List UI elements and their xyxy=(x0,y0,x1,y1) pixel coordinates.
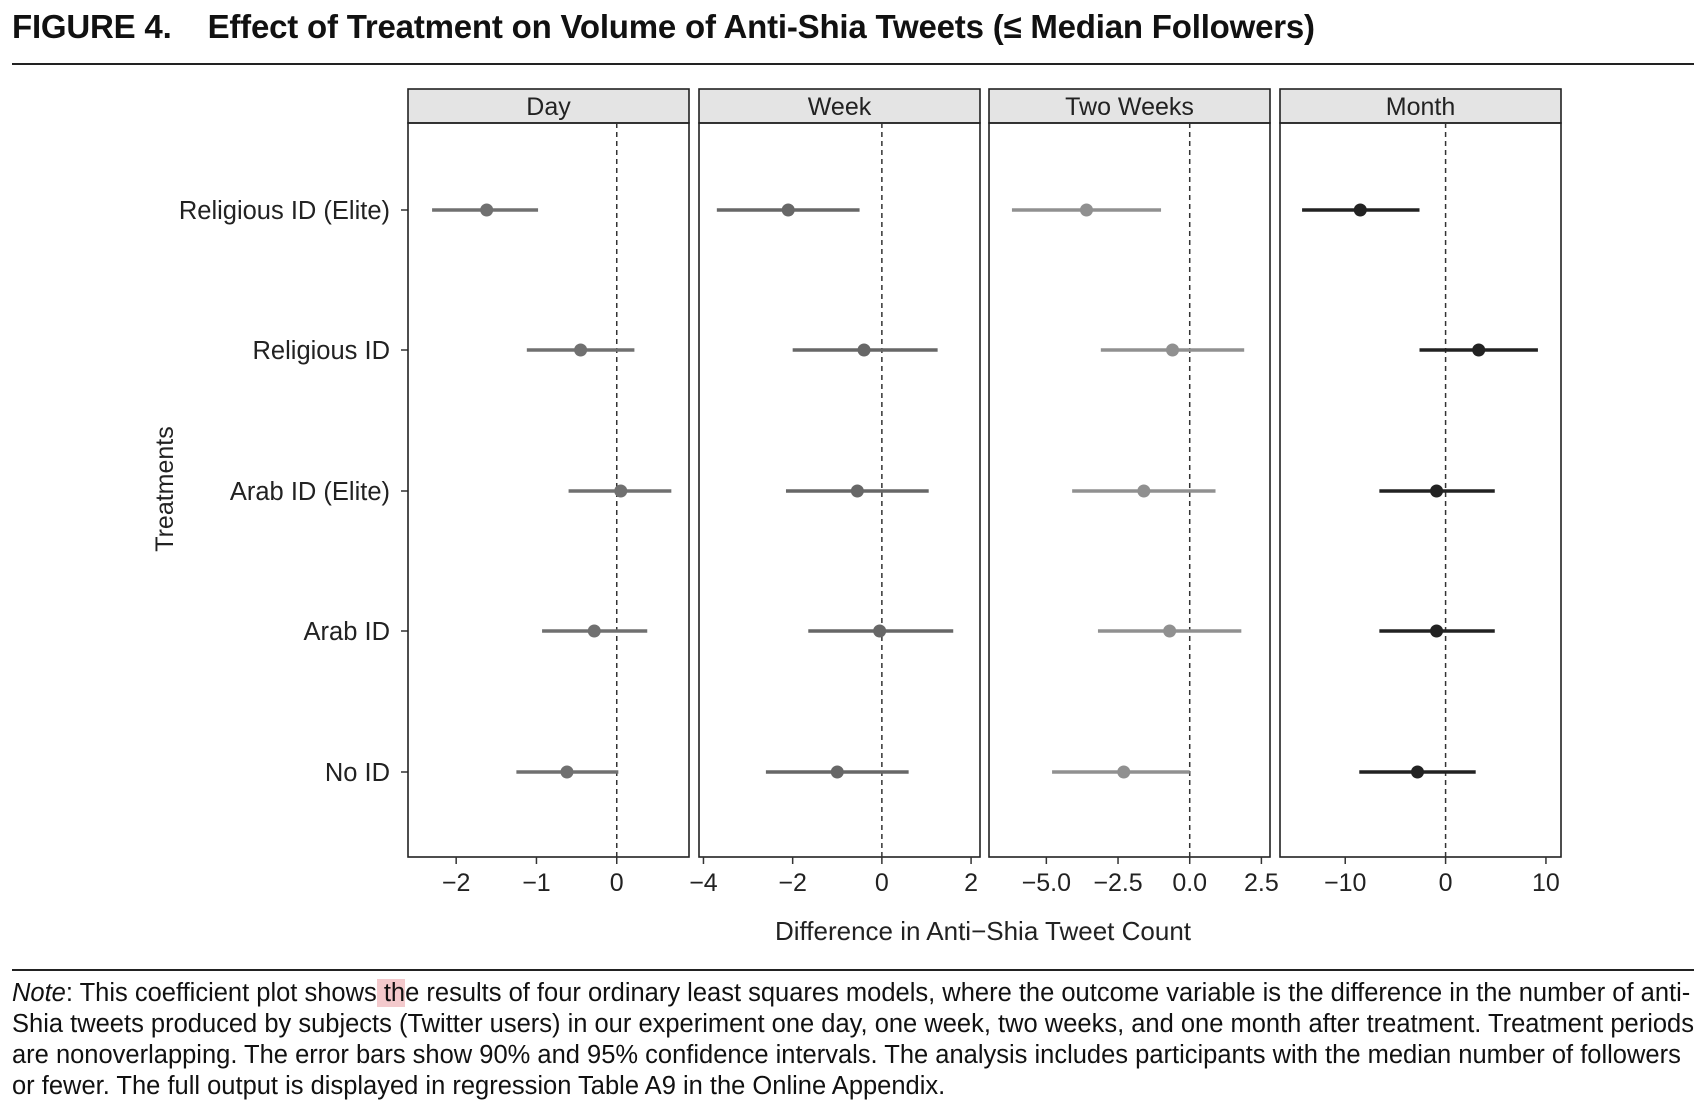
y-axis-label: Treatments xyxy=(151,426,179,552)
note-highlight: th xyxy=(376,979,406,1007)
point-estimate xyxy=(1137,484,1151,498)
x-tick-label: 0.0 xyxy=(1172,869,1207,897)
category-label: Arab ID xyxy=(304,618,390,646)
x-tick-label: −2.5 xyxy=(1093,869,1142,897)
x-tick-label: 0 xyxy=(1439,869,1453,897)
point-estimate xyxy=(480,203,494,217)
point-estimate xyxy=(1166,343,1180,357)
facet-panel: Day −2 −1 0 xyxy=(407,88,690,897)
x-tick-label: −1 xyxy=(522,869,551,897)
point-estimate xyxy=(781,203,795,217)
point-estimate xyxy=(1430,624,1444,638)
x-axis-label: Difference in Anti−Shia Tweet Count xyxy=(775,916,1192,946)
panel-border xyxy=(1279,122,1562,858)
point-estimate xyxy=(1430,484,1444,498)
panel-title: Week xyxy=(808,93,872,121)
category-label: Religious ID (Elite) xyxy=(179,197,390,225)
facet-panel: Two Weeks −5.0 −2.5 0.0 2.5 xyxy=(988,88,1279,897)
x-tick-label: −5.0 xyxy=(1022,869,1071,897)
x-tick-label: 0 xyxy=(610,869,624,897)
title-rule xyxy=(12,63,1694,65)
point-estimate xyxy=(830,765,844,779)
coefficient-plot: Treatments Religious ID (Elite)Religious… xyxy=(151,88,1562,946)
note-text-start: : This coefficient plot shows xyxy=(65,979,377,1007)
point-estimate xyxy=(1117,765,1131,779)
panel-title: Month xyxy=(1386,93,1455,121)
category-label: Arab ID (Elite) xyxy=(230,478,390,506)
category-labels: Religious ID (Elite) Religious ID Arab ID … xyxy=(179,197,408,787)
panel-strip xyxy=(698,88,981,124)
note-text-end: e results of four ordinary least squares… xyxy=(12,979,1694,1100)
figure-number: FIGURE 4. xyxy=(12,8,172,45)
point-estimate xyxy=(873,624,887,638)
figure-title-text: Effect of Treatment on Volume of Anti-Sh… xyxy=(207,8,1315,45)
panel-title: Two Weeks xyxy=(1065,93,1194,121)
x-tick-label: −2 xyxy=(778,869,807,897)
x-tick-label: 2 xyxy=(964,869,978,897)
panel-strip xyxy=(988,88,1271,124)
point-estimate xyxy=(857,343,871,357)
x-tick-label: 2.5 xyxy=(1244,869,1279,897)
x-tick-label: 10 xyxy=(1532,869,1560,897)
figure-title: FIGURE 4. Effect of Treatment on Volume o… xyxy=(12,8,1315,46)
point-estimate xyxy=(587,624,601,638)
category-label: No ID xyxy=(325,759,390,787)
point-estimate xyxy=(1410,765,1424,779)
point-estimate xyxy=(574,343,588,357)
point-estimate xyxy=(560,765,574,779)
panel-border xyxy=(988,122,1271,858)
figure-note: Note: This coefficient plot shows the re… xyxy=(12,978,1696,1102)
panel-strip xyxy=(407,88,690,124)
x-tick-label: −4 xyxy=(689,869,718,897)
point-estimate xyxy=(1163,624,1177,638)
facet-panel: Month −10 0 10 xyxy=(1279,88,1562,897)
point-estimate xyxy=(850,484,864,498)
facet-panel: Week −4 −2 0 2 xyxy=(689,88,981,897)
point-estimate xyxy=(614,484,628,498)
panel-title: Day xyxy=(526,93,571,121)
point-estimate xyxy=(1079,203,1093,217)
point-estimate xyxy=(1353,203,1367,217)
panel-border xyxy=(698,122,981,858)
note-rule xyxy=(12,969,1694,971)
x-tick-label: −2 xyxy=(442,869,471,897)
category-label: Religious ID xyxy=(253,337,390,365)
x-tick-label: 0 xyxy=(875,869,889,897)
point-estimate xyxy=(1472,343,1486,357)
panel-border xyxy=(407,122,690,858)
panel-strip xyxy=(1279,88,1562,124)
x-tick-label: −10 xyxy=(1324,869,1366,897)
note-label: Note xyxy=(12,979,66,1007)
